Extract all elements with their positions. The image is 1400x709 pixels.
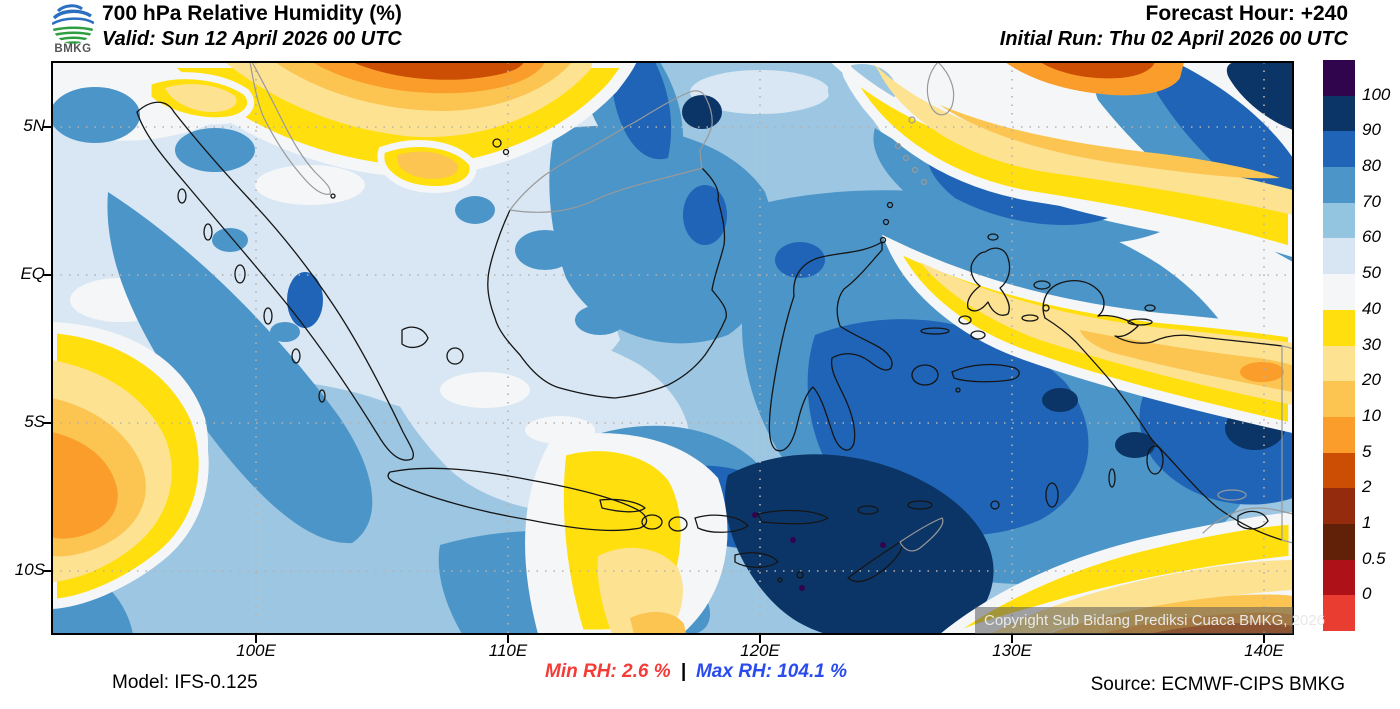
bmkg-logo-icon	[52, 2, 94, 44]
coastlines	[136, 62, 1293, 583]
colorbar-segment	[1323, 167, 1355, 203]
colorbar-tick-label: 10	[1362, 405, 1381, 425]
colorbar-tick-label: 50	[1362, 263, 1381, 283]
colorbar	[1323, 60, 1355, 631]
lat-tick-label: 5N	[23, 116, 45, 135]
colorbar-segment	[1323, 309, 1355, 346]
page-title: 700 hPa Relative Humidity (%)	[102, 2, 402, 25]
lat-tick-label: 5S	[24, 412, 45, 431]
lon-tick-label: 100E	[236, 641, 276, 660]
initial-run-label: Initial Run: Thu 02 April 2026 00 UTC	[999, 28, 1348, 50]
colorbar-tick-label: 0	[1362, 584, 1372, 604]
source-label: Source: ECMWF-CIPS BMKG	[1090, 674, 1345, 695]
colorbar-segment	[1323, 488, 1355, 524]
colorbar-tick-label: 90	[1362, 120, 1381, 140]
lon-tick-label: 110E	[488, 641, 528, 660]
colorbar-segment	[1323, 238, 1355, 275]
colorbar-segment	[1323, 274, 1355, 310]
valid-time-label: Valid: Sun 12 April 2026 00 UTC	[102, 28, 402, 50]
colorbar-tick-label: 1	[1362, 512, 1372, 532]
colorbar-tick-label: 0.5	[1362, 548, 1386, 568]
lon-tick-label: 130E	[992, 641, 1032, 660]
colorbar-segment	[1323, 95, 1355, 132]
gridlines	[52, 62, 1293, 634]
colorbar-tick-label: 80	[1362, 156, 1381, 176]
colorbar-segment	[1323, 523, 1355, 560]
colorbar-segment	[1323, 60, 1355, 96]
indonesia-coastline	[136, 101, 1283, 583]
colorbar-tick-label: 20	[1362, 370, 1381, 390]
model-label: Model: IFS-0.125	[112, 672, 258, 693]
copyright-overlay: Copyright Sub Bidang Prediksi Cuaca BMKG…	[975, 607, 1325, 634]
colorbar-segment	[1323, 559, 1355, 596]
colorbar-segment	[1323, 131, 1355, 168]
colorbar-tick-label: 40	[1362, 298, 1381, 318]
humidity-field	[52, 62, 1293, 634]
max-rh-label: Max RH: 104.1 %	[695, 661, 847, 682]
lat-tick-label: EQ	[20, 264, 45, 283]
bmkg-logo-label: BMKG	[54, 43, 92, 55]
forecast-hour-label: Forecast Hour: +240	[1145, 2, 1349, 25]
minmax-rh: Min RH: 2.6 % | Max RH: 104.1 %	[545, 661, 847, 683]
colorbar-segment	[1323, 202, 1355, 239]
colorbar-segment	[1323, 381, 1355, 417]
colorbar-tick-label: 60	[1362, 227, 1381, 247]
colorbar-segment	[1323, 595, 1355, 631]
minmax-separator: |	[680, 661, 686, 682]
colorbar-segment	[1323, 416, 1355, 453]
colorbar-tick-label: 2	[1362, 477, 1372, 497]
colorbar-tick-label: 5	[1362, 441, 1372, 461]
colorbar-tick-label: 100	[1362, 84, 1391, 104]
min-rh-label: Min RH: 2.6 %	[545, 661, 671, 682]
colorbar-tick-label: 70	[1362, 191, 1381, 211]
map-border	[51, 61, 1294, 635]
lat-tick-label: 10S	[14, 560, 45, 579]
colorbar-segment	[1323, 452, 1355, 489]
lon-tick-label: 120E	[740, 641, 780, 660]
axis-tick-marks	[43, 126, 1265, 643]
colorbar-segment	[1323, 345, 1355, 382]
lon-tick-label: 140E	[1244, 641, 1284, 660]
colorbar-tick-label: 30	[1362, 334, 1381, 354]
foreign-borders	[249, 62, 1293, 552]
